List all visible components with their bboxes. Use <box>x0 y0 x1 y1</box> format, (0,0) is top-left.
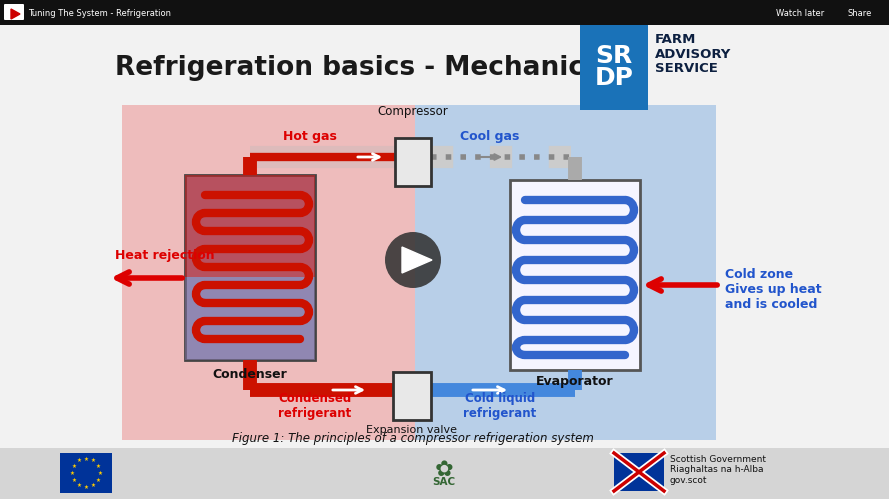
Polygon shape <box>11 9 20 19</box>
Text: ★: ★ <box>91 459 95 464</box>
Text: SR
DP: SR DP <box>595 44 634 90</box>
Bar <box>580 25 648 110</box>
Bar <box>614 453 664 491</box>
Circle shape <box>385 232 441 288</box>
Text: Watch later: Watch later <box>776 8 824 17</box>
Text: Scottish Government
Riaghaltas na h-Alba
gov.scot: Scottish Government Riaghaltas na h-Alba… <box>670 455 766 485</box>
Text: ★: ★ <box>98 471 102 476</box>
Text: Tuning The System - Refrigeration: Tuning The System - Refrigeration <box>28 8 171 17</box>
Bar <box>185 175 315 277</box>
Text: ★: ★ <box>71 478 76 483</box>
FancyBboxPatch shape <box>4 4 24 20</box>
Bar <box>510 180 640 370</box>
Text: ★: ★ <box>96 478 100 483</box>
Bar <box>393 372 431 420</box>
Text: Expansion valve: Expansion valve <box>366 425 458 435</box>
Text: Cool gas: Cool gas <box>461 130 520 143</box>
Bar <box>415 105 716 440</box>
Text: ★: ★ <box>69 471 75 476</box>
Text: Cold zone
Gives up heat
and is cooled: Cold zone Gives up heat and is cooled <box>725 268 821 311</box>
Text: FARM
ADVISORY
SERVICE: FARM ADVISORY SERVICE <box>655 33 732 75</box>
Text: SAC: SAC <box>432 477 455 487</box>
Polygon shape <box>402 247 432 273</box>
Text: Condensed
refrigerant: Condensed refrigerant <box>278 392 352 420</box>
Text: Compressor: Compressor <box>378 105 448 118</box>
Text: Heat rejection: Heat rejection <box>115 249 214 262</box>
Bar <box>60 453 112 493</box>
Text: Cold liquid
refrigerant: Cold liquid refrigerant <box>463 392 537 420</box>
Text: ★: ★ <box>96 464 100 469</box>
Text: Share: Share <box>848 8 872 17</box>
Bar <box>185 277 315 360</box>
Text: ★: ★ <box>84 457 88 462</box>
Bar <box>0 448 889 499</box>
Text: ✿: ✿ <box>435 460 453 480</box>
Text: ★: ★ <box>91 483 95 488</box>
Text: ★: ★ <box>71 464 76 469</box>
Text: ★: ★ <box>76 459 82 464</box>
Bar <box>185 175 315 360</box>
Text: Hot gas: Hot gas <box>283 130 337 143</box>
Text: Figure 1: The principles of a compressor refrigeration system: Figure 1: The principles of a compressor… <box>232 432 594 445</box>
Text: ★: ★ <box>84 485 88 490</box>
Bar <box>122 105 415 440</box>
Text: Refrigeration basics - Mechanics: Refrigeration basics - Mechanics <box>115 55 600 81</box>
Text: ★: ★ <box>76 483 82 488</box>
Bar <box>0 0 889 25</box>
Text: Evaporator: Evaporator <box>536 375 613 388</box>
Text: Condenser: Condenser <box>212 368 287 381</box>
Bar <box>395 138 431 186</box>
